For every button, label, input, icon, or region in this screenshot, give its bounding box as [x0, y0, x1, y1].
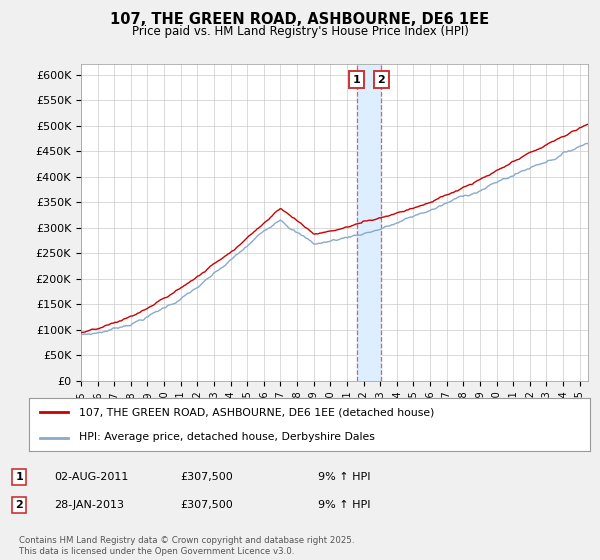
- Text: 107, THE GREEN ROAD, ASHBOURNE, DE6 1EE: 107, THE GREEN ROAD, ASHBOURNE, DE6 1EE: [110, 12, 490, 27]
- Text: £307,500: £307,500: [180, 500, 233, 510]
- Text: 9% ↑ HPI: 9% ↑ HPI: [318, 472, 371, 482]
- Bar: [356, 64, 382, 381]
- Text: 1: 1: [353, 74, 361, 85]
- Text: £307,500: £307,500: [180, 472, 233, 482]
- Text: 28-JAN-2013: 28-JAN-2013: [54, 500, 124, 510]
- Text: HPI: Average price, detached house, Derbyshire Dales: HPI: Average price, detached house, Derb…: [79, 432, 375, 442]
- Text: 107, THE GREEN ROAD, ASHBOURNE, DE6 1EE (detached house): 107, THE GREEN ROAD, ASHBOURNE, DE6 1EE …: [79, 408, 434, 418]
- Text: 1: 1: [16, 472, 23, 482]
- Text: Contains HM Land Registry data © Crown copyright and database right 2025.
This d: Contains HM Land Registry data © Crown c…: [19, 536, 355, 556]
- Text: Price paid vs. HM Land Registry's House Price Index (HPI): Price paid vs. HM Land Registry's House …: [131, 25, 469, 38]
- Text: 2: 2: [16, 500, 23, 510]
- Text: 02-AUG-2011: 02-AUG-2011: [54, 472, 128, 482]
- Text: 2: 2: [377, 74, 385, 85]
- Text: 9% ↑ HPI: 9% ↑ HPI: [318, 500, 371, 510]
